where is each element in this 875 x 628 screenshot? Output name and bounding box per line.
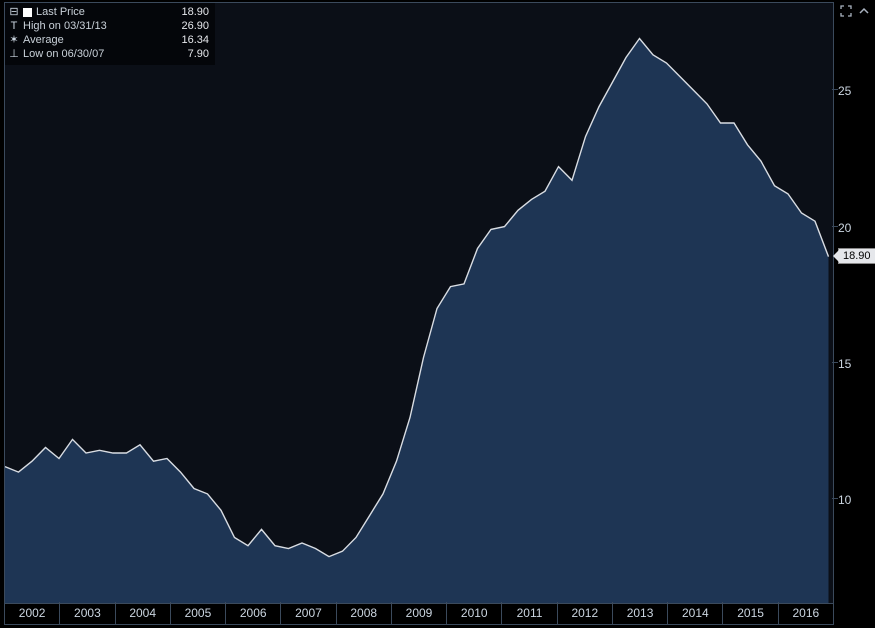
x-tick-label: 2007 <box>281 602 336 624</box>
x-tick-label: 2015 <box>723 602 778 624</box>
last-price-flag-value: 18.90 <box>843 250 871 262</box>
legend-row-average: ✶ Average 16.34 <box>9 33 209 47</box>
collapse-icon[interactable] <box>857 4 871 18</box>
y-tick-label: 20 <box>832 221 875 235</box>
x-tick-label: 2002 <box>5 602 60 624</box>
high-marker-icon: T <box>9 19 19 33</box>
top-right-toolbar <box>839 4 871 18</box>
series-swatch-icon <box>23 8 32 17</box>
x-tick-label: 2012 <box>558 602 613 624</box>
x-tick-label: 2014 <box>668 602 723 624</box>
x-tick-label: 2008 <box>337 602 392 624</box>
y-tick-label: 10 <box>832 493 875 507</box>
y-axis: 10 15 20 25 <box>832 2 875 602</box>
x-tick-label: 2004 <box>116 602 171 624</box>
x-tick-label: 2013 <box>613 602 668 624</box>
legend-row-last-price: ⊟ Last Price 18.90 <box>9 5 209 19</box>
x-tick-label: 2005 <box>171 602 226 624</box>
area-chart-svg <box>5 3 833 603</box>
low-marker-icon: ⊥ <box>9 47 19 61</box>
legend-label: Average <box>23 33 64 47</box>
legend-label: Last Price <box>36 5 85 19</box>
expand-tree-icon[interactable]: ⊟ <box>9 5 19 19</box>
last-price-flag: 18.90 <box>838 248 875 264</box>
x-tick-label: 2016 <box>779 602 833 624</box>
x-tick-label: 2009 <box>392 602 447 624</box>
chart-container: 10 15 20 25 2002200320042005200620072008200… <box>0 0 875 628</box>
x-tick-label: 2006 <box>226 602 281 624</box>
x-axis: 2002200320042005200620072008200920102011… <box>4 602 834 625</box>
legend-value: 7.90 <box>178 47 209 61</box>
legend-row-high: T High on 03/31/13 26.90 <box>9 19 209 33</box>
average-marker-icon: ✶ <box>9 33 19 47</box>
y-tick-label: 15 <box>832 357 875 371</box>
y-tick-label: 25 <box>832 84 875 98</box>
legend-value: 26.90 <box>171 19 209 33</box>
x-tick-label: 2011 <box>502 602 557 624</box>
legend-label: Low on 06/30/07 <box>23 47 104 61</box>
legend-value: 16.34 <box>171 33 209 47</box>
fullscreen-icon[interactable] <box>839 4 853 18</box>
legend-value: 18.90 <box>171 5 209 19</box>
legend-label: High on 03/31/13 <box>23 19 107 33</box>
legend-row-low: ⊥ Low on 06/30/07 7.90 <box>9 47 209 61</box>
x-tick-label: 2003 <box>60 602 115 624</box>
legend-box: ⊟ Last Price 18.90 T High on 03/31/13 26… <box>5 3 215 65</box>
x-tick-label: 2010 <box>447 602 502 624</box>
plot-area <box>4 2 834 604</box>
